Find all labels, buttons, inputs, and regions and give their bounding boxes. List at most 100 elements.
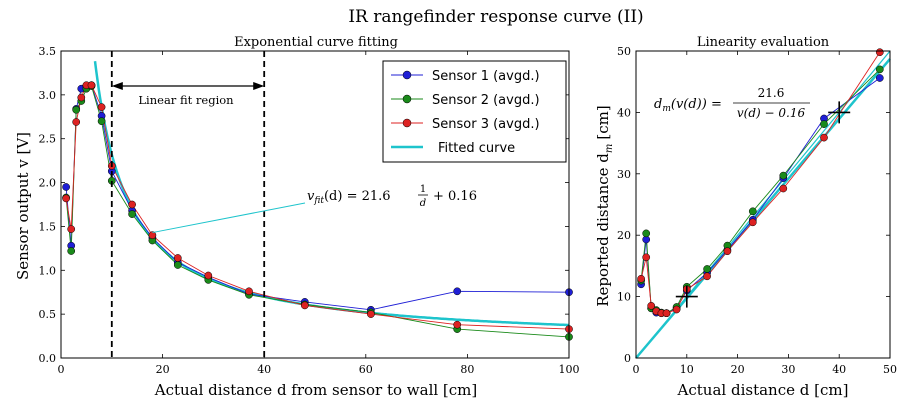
right-xlabel: Actual distance d [cm]: [677, 381, 849, 399]
fit-annotation-mid: (d) = 21.6: [324, 189, 391, 204]
right-sensor-3-point: [820, 133, 828, 142]
legend-item-sensor-2: Sensor 2 (avgd.): [391, 93, 540, 108]
right-sensor-3-point: [875, 48, 884, 57]
left-ytick-label: 2.0: [39, 177, 57, 190]
sensor-1-point: [62, 183, 70, 191]
sensor-2-point: [97, 117, 106, 126]
left-ticks: 0 20 40 60 80 100 0.0 0.5 1.0 1.5 2.0 2.5 3.0 3.5: [39, 45, 580, 376]
right-ylabel-main: Reported distance d: [594, 153, 612, 307]
legend-item-fitted-curve: Fitted curve: [391, 141, 515, 156]
left-xtick-label: 0: [58, 363, 65, 376]
left-xtick-label: 40: [257, 363, 271, 376]
sensor-2-point: [128, 210, 136, 218]
linear-fit-region-label: Linear fit region: [138, 93, 234, 107]
linearity-formula-lhs-rest: (v(d)) =: [671, 97, 722, 112]
sensor-3-point: [87, 81, 96, 90]
left-panel: Exponential curve fitting 0 20 40 60 80 100 0.…: [14, 35, 580, 399]
left-plot-area: [60, 50, 573, 359]
left-axes-frame: [60, 50, 570, 359]
left-ytick-label: 1.0: [39, 264, 57, 277]
right-ytick-label: 0: [624, 352, 631, 365]
right-ytick-label: 10: [617, 291, 631, 304]
fit-region-arrow-left: [111, 82, 123, 90]
fit-annotation-subscript: fit: [313, 196, 324, 206]
sensor-3-point: [97, 103, 106, 111]
legend: Sensor 1 (avgd.) Sensor 2 (avgd.) Sensor…: [382, 60, 567, 163]
right-sensor-2-point: [820, 120, 828, 128]
fit-annotation-denominator: d: [420, 198, 426, 209]
left-xtick-label: 20: [156, 363, 170, 376]
right-plot-area: [635, 48, 891, 359]
legend-box: [382, 60, 567, 163]
legend-marker-sensor-1: [402, 70, 412, 80]
left-xlabel: Actual distance d from sensor to wall [c…: [154, 381, 478, 399]
right-sensor-3-point: [647, 301, 656, 310]
figure-title: IR rangefinder response curve (II): [348, 7, 643, 27]
right-ytick-label: 30: [617, 168, 631, 181]
sensor-3-point: [367, 310, 375, 318]
left-xtick-label: 80: [460, 363, 474, 376]
legend-label-fitted-curve: Fitted curve: [438, 141, 515, 156]
left-ytick-label: 3.5: [39, 45, 57, 58]
right-xtick-label: 0: [633, 363, 640, 376]
left-ytick-label: 2.5: [39, 133, 57, 146]
left-panel-title: Exponential curve fitting: [234, 35, 398, 50]
right-xtick-label: 10: [680, 363, 694, 376]
right-ylabel: Reported distance dm [cm]: [594, 105, 615, 306]
fit-annotation-suffix: + 0.16: [433, 189, 477, 204]
right-sensor-3-point: [779, 184, 788, 193]
sensor-3-point: [62, 194, 70, 203]
sensor-3-point: [128, 200, 136, 209]
right-ytick-label: 20: [617, 229, 631, 242]
left-ytick-label: 0.5: [39, 308, 57, 321]
linearity-formula-lhs-sub: m: [662, 104, 671, 114]
right-sensor-3-point: [637, 274, 645, 283]
right-sensor-2-point: [642, 229, 651, 238]
left-ytick-label: 0.0: [39, 352, 57, 365]
right-xtick-label: 50: [883, 363, 897, 376]
right-sensor-3-point: [723, 247, 732, 256]
fit-annotation-pointer: [152, 202, 306, 234]
right-sensor-2-point: [779, 171, 788, 180]
right-xtick-label: 20: [731, 363, 745, 376]
left-ytick-label: 3.0: [39, 89, 57, 102]
left-xtick-label: 60: [359, 363, 373, 376]
right-ylabel-subscript: m: [604, 144, 615, 153]
sensor-3-point: [72, 118, 81, 126]
right-sensor-3-point: [662, 309, 671, 318]
right-ytick-label: 50: [617, 45, 631, 58]
right-sensor-3-point: [748, 218, 757, 227]
svg-text:dm(v(d)) =: dm(v(d)) =: [654, 97, 722, 114]
legend-item-sensor-3: Sensor 3 (avgd.): [391, 117, 540, 132]
fit-annotation-numerator: 1: [420, 184, 426, 195]
sensor-3-point: [173, 254, 182, 262]
right-sensor-2-point: [703, 265, 711, 273]
right-axes-frame: [635, 50, 891, 359]
right-sensor-3-point: [642, 253, 651, 262]
right-ytick-label: 40: [617, 106, 631, 119]
linearity-formula-numerator: 21.6: [758, 86, 785, 100]
legend-label-sensor-2: Sensor 2 (avgd.): [432, 93, 540, 108]
right-sensor-3-point: [703, 272, 711, 281]
sensor-2-point: [67, 247, 76, 255]
linearity-formula-denominator: v(d) − 0.16: [737, 106, 806, 120]
legend-label-sensor-3: Sensor 3 (avgd.): [432, 117, 540, 132]
right-ylabel-suffix: [cm]: [594, 105, 612, 139]
legend-marker-sensor-3: [402, 118, 412, 128]
linearity-formula: dm(v(d)) = 21.6 v(d) − 0.16: [654, 86, 810, 120]
sensor-3-point: [204, 271, 213, 280]
fit-annotation: vfit(d) = 21.6 1 d + 0.16: [307, 184, 477, 209]
sensor-1-point: [453, 287, 462, 296]
right-sensor-3-point: [672, 305, 681, 314]
left-ylabel: Sensor output v [V]: [14, 132, 32, 280]
right-panel-title: Linearity evaluation: [697, 35, 830, 50]
sensor-3-point: [453, 320, 462, 329]
legend-label-sensor-1: Sensor 1 (avgd.): [432, 69, 540, 84]
right-xtick-label: 30: [781, 363, 795, 376]
right-sensor-2-point: [748, 207, 757, 216]
right-xtick-label: 40: [832, 363, 846, 376]
sensor-2-point: [72, 105, 81, 114]
sensor-3-point: [148, 231, 157, 240]
left-ytick-label: 1.5: [39, 220, 57, 233]
